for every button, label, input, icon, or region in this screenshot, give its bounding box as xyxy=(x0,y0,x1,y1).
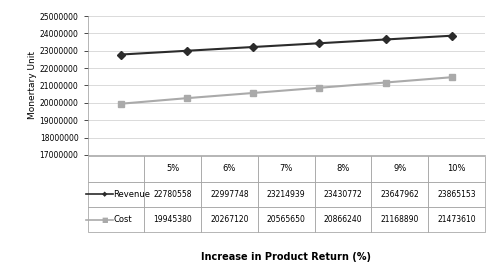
Text: 10%: 10% xyxy=(448,164,466,173)
Text: 7%: 7% xyxy=(280,164,293,173)
Y-axis label: Monertary Unit: Monertary Unit xyxy=(28,52,37,119)
Text: Cost: Cost xyxy=(114,215,132,224)
Text: 22997748: 22997748 xyxy=(210,190,249,199)
Text: ■: ■ xyxy=(102,217,108,223)
Text: 23430772: 23430772 xyxy=(324,190,362,199)
Text: 6%: 6% xyxy=(223,164,236,173)
Text: ◆: ◆ xyxy=(102,191,108,197)
Text: 20565650: 20565650 xyxy=(267,215,306,224)
Text: 20267120: 20267120 xyxy=(210,215,248,224)
Text: 8%: 8% xyxy=(336,164,349,173)
Text: 22780558: 22780558 xyxy=(154,190,192,199)
Text: 9%: 9% xyxy=(393,164,406,173)
Text: 23647962: 23647962 xyxy=(380,190,419,199)
Text: 21168890: 21168890 xyxy=(380,215,419,224)
Text: 20866240: 20866240 xyxy=(324,215,362,224)
Text: 23214939: 23214939 xyxy=(267,190,306,199)
Text: Increase in Product Return (%): Increase in Product Return (%) xyxy=(201,252,371,262)
Text: Revenue: Revenue xyxy=(114,190,150,199)
Text: 5%: 5% xyxy=(166,164,179,173)
Text: 23865153: 23865153 xyxy=(438,190,476,199)
Text: 21473610: 21473610 xyxy=(438,215,476,224)
Text: 19945380: 19945380 xyxy=(154,215,192,224)
